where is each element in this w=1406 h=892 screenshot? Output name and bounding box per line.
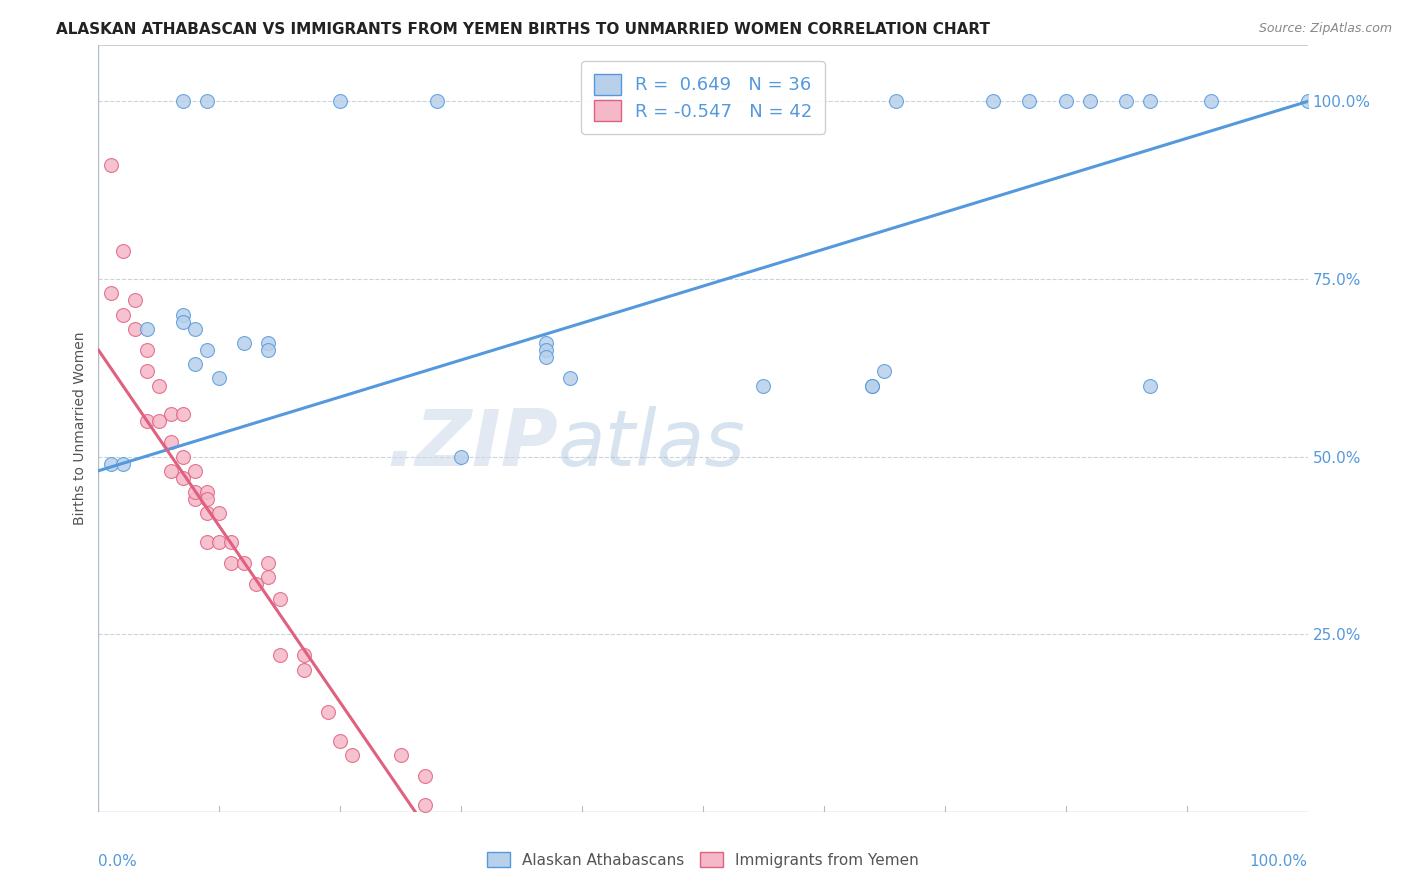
Point <box>135 364 157 378</box>
Point <box>221 556 243 570</box>
Point <box>450 450 472 464</box>
Point <box>426 95 449 109</box>
Point <box>534 335 557 350</box>
Point <box>245 577 267 591</box>
Point <box>534 350 557 364</box>
Point <box>256 556 278 570</box>
Point <box>860 378 883 392</box>
Point <box>886 95 908 109</box>
Point <box>1115 95 1137 109</box>
Point <box>111 308 134 322</box>
Point <box>292 663 315 677</box>
Point <box>752 378 775 392</box>
Point <box>172 471 194 485</box>
Point <box>124 322 146 336</box>
Point <box>232 556 254 570</box>
Point <box>1139 95 1161 109</box>
Point <box>256 570 278 584</box>
Text: atlas: atlas <box>558 406 745 482</box>
Point <box>100 286 122 301</box>
Point <box>269 648 291 663</box>
Point <box>124 293 146 308</box>
Point <box>595 95 617 109</box>
Point <box>172 315 194 329</box>
Point <box>148 414 170 428</box>
Point <box>329 95 352 109</box>
Point <box>329 733 352 747</box>
Point <box>160 464 183 478</box>
Point <box>160 435 183 450</box>
Point <box>195 95 218 109</box>
Point <box>195 534 218 549</box>
Point <box>256 343 278 357</box>
Point <box>135 414 157 428</box>
Text: 100.0%: 100.0% <box>1250 854 1308 869</box>
Text: Source: ZipAtlas.com: Source: ZipAtlas.com <box>1258 22 1392 36</box>
Point <box>1054 95 1077 109</box>
Point <box>269 591 291 606</box>
Point <box>195 343 218 357</box>
Point <box>100 457 122 471</box>
Point <box>256 335 278 350</box>
Point <box>558 371 581 385</box>
Point <box>111 244 134 258</box>
Point <box>389 747 412 762</box>
Point <box>1139 378 1161 392</box>
Point <box>160 407 183 421</box>
Point <box>1296 95 1319 109</box>
Point <box>135 343 157 357</box>
Point <box>292 648 315 663</box>
Point <box>316 706 339 720</box>
Point <box>111 457 134 471</box>
Point <box>208 371 231 385</box>
Point <box>172 407 194 421</box>
Text: 0.0%: 0.0% <box>98 854 138 869</box>
Legend: R =  0.649   N = 36, R = -0.547   N = 42: R = 0.649 N = 36, R = -0.547 N = 42 <box>581 62 825 134</box>
Point <box>195 485 218 500</box>
Point <box>342 747 364 762</box>
Point <box>534 343 557 357</box>
Point <box>413 769 436 783</box>
Point <box>1018 95 1040 109</box>
Point <box>184 357 207 371</box>
Point <box>184 464 207 478</box>
Point <box>208 534 231 549</box>
Point <box>184 322 207 336</box>
Point <box>172 450 194 464</box>
Point <box>873 364 896 378</box>
Point <box>1199 95 1222 109</box>
Point <box>172 95 194 109</box>
Point <box>1078 95 1101 109</box>
Text: ALASKAN ATHABASCAN VS IMMIGRANTS FROM YEMEN BIRTHS TO UNMARRIED WOMEN CORRELATIO: ALASKAN ATHABASCAN VS IMMIGRANTS FROM YE… <box>56 22 990 37</box>
Point <box>221 534 243 549</box>
Point <box>232 335 254 350</box>
Point <box>100 158 122 172</box>
Point <box>135 322 157 336</box>
Point <box>195 507 218 521</box>
Y-axis label: Births to Unmarried Women: Births to Unmarried Women <box>73 332 87 524</box>
Point <box>981 95 1004 109</box>
Point <box>413 797 436 812</box>
Point <box>208 507 231 521</box>
Point <box>195 492 218 507</box>
Point <box>184 485 207 500</box>
Text: .ZIP: .ZIP <box>387 406 558 482</box>
Point <box>148 378 170 392</box>
Point <box>184 492 207 507</box>
Point <box>172 308 194 322</box>
Point <box>860 378 883 392</box>
Legend: Alaskan Athabascans, Immigrants from Yemen: Alaskan Athabascans, Immigrants from Yem… <box>479 844 927 875</box>
